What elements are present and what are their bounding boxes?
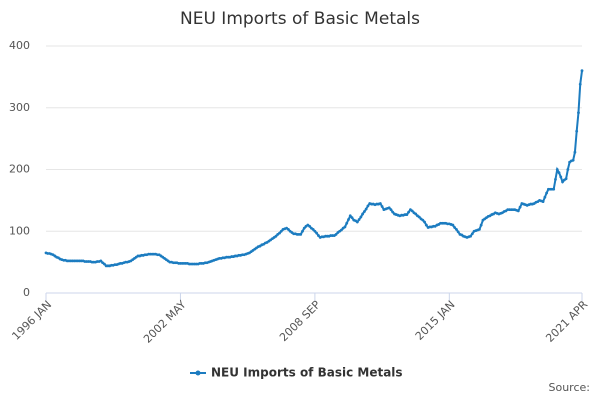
data-point (417, 215, 421, 219)
data-point (554, 177, 557, 181)
x-tick-label: 2015 JAN (413, 298, 458, 343)
data-point (334, 232, 338, 236)
data-point (378, 202, 382, 205)
data-point (516, 209, 520, 213)
data-point (359, 215, 363, 219)
data-point (421, 218, 425, 222)
data-point (575, 129, 579, 133)
legend-marker (195, 370, 201, 376)
data-point (278, 231, 281, 235)
data-point (545, 191, 549, 195)
data-point (301, 229, 304, 233)
data-point (364, 207, 368, 211)
data-point (387, 206, 391, 210)
data-point (102, 262, 106, 266)
data-point (363, 210, 366, 213)
data-point (453, 226, 457, 229)
data-point (518, 205, 522, 209)
data-point (573, 150, 577, 154)
data-point (564, 177, 568, 181)
data-point (389, 208, 393, 212)
data-point (577, 111, 580, 115)
x-tick-label: 1996 JAN (9, 298, 54, 343)
data-point (350, 216, 354, 220)
data-point (566, 168, 570, 171)
y-tick-label: 400 (9, 39, 30, 52)
data-point (571, 158, 575, 162)
data-point (274, 234, 278, 238)
x-tick-label: 2021 APR (543, 298, 590, 345)
data-point (347, 218, 350, 221)
data-point (407, 210, 411, 214)
data-point (555, 168, 559, 171)
data-point (477, 227, 481, 231)
data-point (279, 229, 283, 233)
data-point (541, 200, 545, 204)
x-tick-label: 2008 SEP (277, 298, 323, 344)
y-tick-label: 200 (9, 163, 30, 176)
legend-label: NEU Imports of Basic Metals (211, 366, 403, 380)
source: Source: (549, 381, 591, 394)
data-point (340, 228, 343, 232)
data-point (357, 218, 361, 221)
y-tick-label: 0 (23, 286, 30, 299)
data-point (414, 212, 418, 216)
series-line (45, 70, 583, 267)
data-point (451, 223, 455, 227)
data-point (345, 221, 349, 225)
data-point (311, 227, 315, 231)
data-point (299, 232, 303, 236)
data-point (557, 171, 561, 174)
data-point (561, 180, 564, 184)
data-point (405, 213, 409, 216)
data-point (456, 230, 460, 234)
data-point (380, 205, 384, 208)
data-point (410, 209, 414, 213)
data-point (479, 223, 483, 227)
data-point (343, 225, 347, 229)
data-point (455, 227, 458, 231)
data-point (559, 175, 563, 179)
data-point (578, 82, 582, 86)
data-point (308, 224, 311, 228)
data-point (424, 223, 428, 227)
data-point (580, 69, 584, 73)
data-point (423, 220, 426, 224)
data-point (361, 212, 365, 216)
chart-title: NEU Imports of Basic Metals (180, 9, 420, 29)
data-point (348, 214, 352, 218)
data-point (355, 220, 359, 224)
data-point (99, 259, 103, 263)
data-point (313, 229, 317, 233)
data-point (366, 204, 370, 208)
data-point (552, 187, 556, 191)
x-tick-label: 2002 MAY (141, 298, 189, 346)
y-tick-label: 100 (9, 224, 30, 237)
y-tick-label: 300 (9, 101, 30, 114)
data-point (391, 210, 395, 214)
data-point (317, 234, 320, 237)
data-point (302, 226, 306, 230)
data-point (470, 232, 474, 236)
data-point (469, 234, 472, 238)
data-point (286, 227, 290, 231)
data-point (315, 231, 319, 235)
data-point (543, 195, 547, 199)
